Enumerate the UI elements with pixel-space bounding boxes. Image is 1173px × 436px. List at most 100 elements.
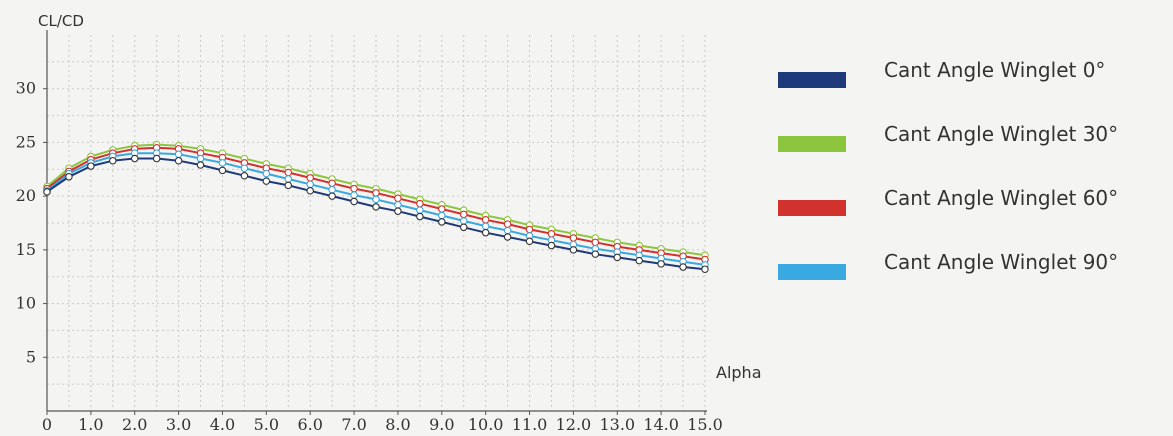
y-tick-label: 30 [16, 79, 36, 98]
y-axis-label: CL/CD [38, 12, 84, 30]
data-point [591, 250, 600, 258]
data-point [481, 228, 490, 237]
data-point [196, 161, 205, 169]
data-point [87, 162, 95, 170]
data-point [218, 166, 227, 175]
data-point [328, 192, 336, 200]
legend-item: Cant Angle Winglet 0° [778, 58, 1168, 122]
data-point [481, 216, 490, 224]
data-point [218, 159, 227, 167]
data-point [569, 234, 578, 242]
data-point [459, 210, 468, 219]
x-tick-label: 6.0 [297, 415, 322, 434]
x-tick-label: 14.0 [643, 415, 679, 434]
y-tick-label: 20 [16, 186, 36, 205]
data-point [350, 184, 358, 193]
data-point [459, 217, 468, 225]
legend-item: Cant Angle Winglet 60° [778, 186, 1168, 250]
data-point [174, 156, 183, 165]
data-point [525, 237, 534, 246]
y-tick-label: 10 [16, 294, 36, 313]
data-point [306, 187, 314, 195]
x-axis-label: Alpha [716, 363, 762, 382]
data-point [503, 220, 512, 228]
legend-label: Cant Angle Winglet 30° [884, 122, 1119, 146]
legend-item: Cant Angle Winglet 90° [778, 250, 1168, 314]
data-point [372, 189, 380, 197]
data-point [679, 263, 687, 271]
data-point [547, 229, 556, 238]
y-tick-label: 5 [26, 347, 36, 366]
grid-lines [47, 35, 706, 411]
legend-label: Cant Angle Winglet 60° [884, 186, 1119, 210]
data-point [525, 225, 534, 234]
data-point [657, 260, 665, 268]
data-point [350, 191, 358, 199]
legend-swatch [778, 136, 846, 152]
data-point [503, 233, 512, 241]
data-point [635, 256, 643, 265]
x-tick-label: 10.0 [468, 415, 504, 434]
data-point [569, 246, 578, 254]
data-point [613, 253, 622, 262]
y-tick-label: 15 [16, 240, 36, 259]
data-point [438, 218, 446, 226]
data-point [196, 154, 205, 163]
x-tick-label: 15.0 [687, 415, 723, 434]
x-tick-label: 5.0 [254, 415, 279, 434]
data-point [394, 200, 402, 209]
x-tick-label: 11.0 [512, 415, 548, 434]
x-tick-label: 7.0 [341, 415, 366, 434]
x-tick-label: 2.0 [122, 415, 147, 434]
data-point [394, 207, 402, 215]
data-point [284, 175, 293, 183]
data-point [152, 154, 161, 163]
data-point [372, 195, 380, 204]
legend-swatch [778, 264, 846, 280]
data-point [284, 168, 293, 177]
legend-item: Cant Angle Winglet 30° [778, 122, 1168, 186]
data-point [350, 197, 358, 206]
data-point [65, 173, 73, 181]
data-point [328, 185, 336, 194]
x-tick-label: 13.0 [599, 415, 635, 434]
x-tick-label: 8.0 [385, 415, 410, 434]
data-point [547, 241, 556, 250]
x-tick-label: 12.0 [556, 415, 592, 434]
data-point [262, 169, 271, 178]
data-point [438, 211, 446, 220]
data-point [306, 174, 314, 182]
x-tick-label: 1.0 [78, 415, 103, 434]
data-point [591, 238, 600, 247]
data-point [43, 188, 51, 196]
series-layer [43, 140, 709, 273]
legend: Cant Angle Winglet 0° Cant Angle Winglet … [778, 58, 1168, 314]
data-point [394, 194, 402, 203]
data-point [174, 150, 183, 158]
data-point [306, 180, 314, 189]
data-point [109, 156, 117, 165]
x-tick-label: 9.0 [429, 415, 454, 434]
data-point [130, 154, 139, 163]
axes: 5 10 15 20 25 30 0 1.0 2.0 3.0 4.0 5.0 6.0 7.0 8.0 9.0 1… [16, 30, 723, 434]
legend-label: Cant Angle Winglet 0° [884, 58, 1106, 82]
data-point [438, 205, 446, 213]
data-point [284, 181, 293, 190]
data-point [459, 223, 468, 232]
x-tick-label: 3.0 [166, 415, 191, 434]
x-tick-label: 4.0 [210, 415, 235, 434]
line-chart: 5 10 15 20 25 30 0 1.0 2.0 3.0 4.0 5.0 6.0 7.0 8.0 9.0 1… [16, 12, 762, 434]
data-point [416, 212, 424, 221]
x-tick-label: 0 [42, 415, 52, 434]
legend-swatch [778, 72, 846, 88]
data-point [503, 226, 512, 235]
data-point [701, 265, 709, 273]
data-point [328, 179, 336, 188]
data-point [416, 199, 424, 208]
y-tick-label: 25 [16, 132, 36, 151]
data-point [262, 177, 271, 185]
data-point [481, 222, 490, 230]
legend-label: Cant Angle Winglet 90° [884, 250, 1119, 274]
data-point [416, 206, 424, 214]
